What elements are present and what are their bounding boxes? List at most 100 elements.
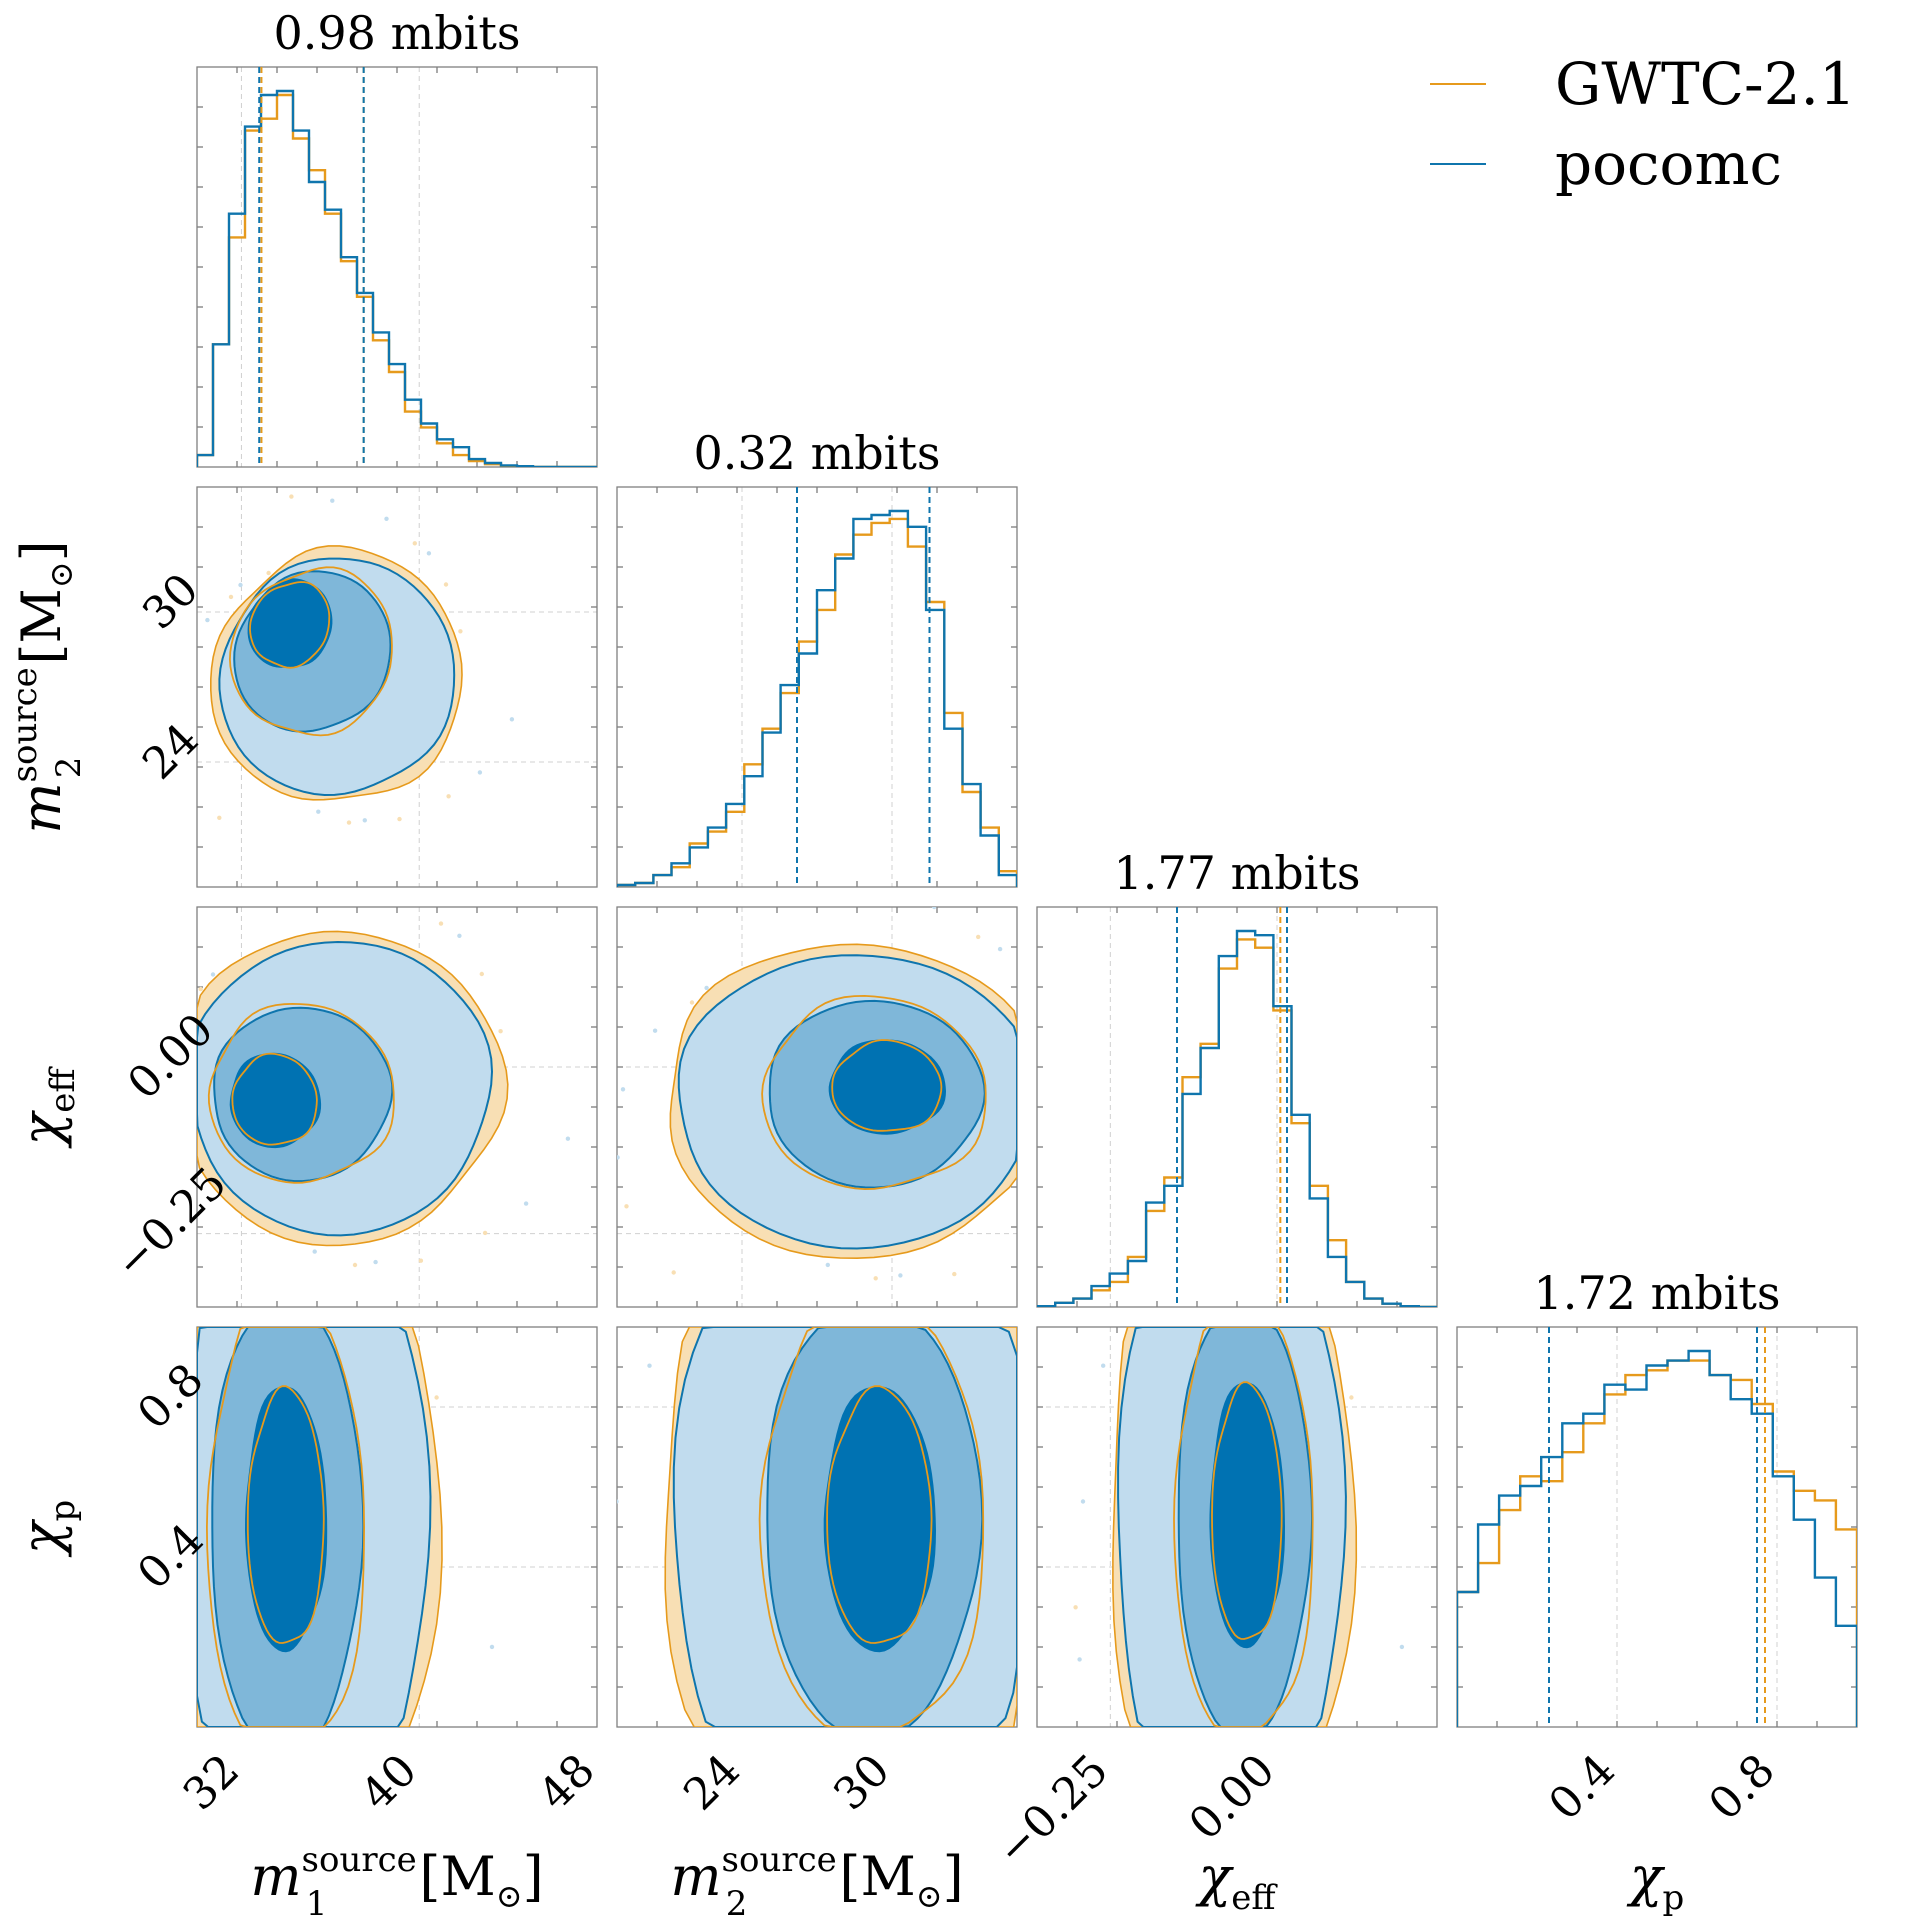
scatter-point (1318, 1174, 1322, 1178)
contour-panel-chi_eff-chi_p (1036, 1146, 1438, 1867)
scatter-point (144, 1191, 148, 1195)
scatter-point (418, 1258, 424, 1263)
x-tick-label-chi_p: 0.4 (1539, 1745, 1625, 1831)
scatter-point (1304, 1146, 1308, 1150)
contour-panel-m1_source-chi_eff (136, 864, 598, 1308)
contour-gwtc-68 (228, 566, 393, 737)
title-sub: eff (43, 1066, 83, 1113)
scatter-point (1338, 1863, 1342, 1867)
panel-frame (1456, 1326, 1858, 1728)
scatter-point (316, 809, 321, 814)
scatter-point (647, 1363, 652, 1368)
scatter-point (1161, 1230, 1165, 1234)
scatter-point (187, 1298, 191, 1302)
scatter-point (136, 1142, 140, 1146)
scatter-point (455, 1795, 459, 1799)
scatter-point (177, 703, 181, 707)
scatter-point (1368, 1795, 1372, 1799)
y-tick-label-chi_eff: −0.25 (105, 1158, 236, 1289)
x-tick-label-m2_source: 24 (674, 1745, 750, 1821)
title-base: m (10, 782, 73, 833)
scatter-point (1047, 1042, 1051, 1046)
title-unit: [M (839, 1845, 915, 1908)
scatter-point (489, 1644, 495, 1650)
scatter-point (1043, 1081, 1047, 1085)
contour-panel-m1_source-chi_p (136, 1263, 598, 1845)
x-tick-label-chi_eff: 0.00 (1179, 1745, 1284, 1850)
histogram-gwtc-chi_p (1457, 1359, 1857, 1727)
scatter-point (671, 1270, 676, 1275)
contour-group (177, 494, 515, 825)
scatter-point (438, 921, 444, 926)
scatter-point (1080, 1499, 1086, 1504)
scatter-point (1124, 1298, 1128, 1302)
histogram-gwtc-m1_source (197, 93, 597, 467)
scatter-point (1049, 1525, 1053, 1529)
panel-frame (616, 486, 1018, 888)
scatter-point (609, 1657, 613, 1661)
scatter-point (898, 1273, 903, 1278)
scatter-point (620, 1087, 626, 1092)
scatter-point (277, 864, 281, 868)
scatter-point (784, 878, 788, 882)
scatter-point (446, 794, 451, 799)
scatter-point (618, 1770, 622, 1774)
title-sub: eff (1231, 1878, 1278, 1918)
contour-gwtc-68 (758, 1327, 985, 1727)
x-tick-label-m1_source: 32 (174, 1745, 250, 1821)
histogram-panel-chi_eff: 1.77 mbits (1036, 846, 1438, 1308)
title-base: m (250, 1845, 301, 1908)
scatter-point (652, 1028, 658, 1033)
title-sup: source (302, 1840, 417, 1880)
contour-gwtc-68 (761, 994, 987, 1191)
scatter-point (136, 1657, 140, 1661)
scatter-point (1029, 1263, 1033, 1267)
scatter-point (873, 1276, 878, 1281)
scatter-point (479, 971, 484, 977)
contour-gwtc-core (826, 1385, 933, 1644)
contour-panel-m2_source-chi_eff (616, 878, 1051, 1308)
scatter-point (419, 1263, 423, 1267)
scatter-point (241, 1841, 245, 1845)
scatter-point (289, 494, 294, 499)
title-sub: 1 (306, 1884, 328, 1921)
histogram-panel-chi_p: 1.72 mbits (1456, 1266, 1858, 1728)
x-tick-label-m1_source: 48 (529, 1745, 605, 1821)
x-tick-label-m1_source: 40 (351, 1745, 427, 1821)
title-sup: source (5, 667, 45, 782)
scatter-point (331, 869, 335, 873)
scatter-point (1134, 1264, 1138, 1268)
scatter-point (825, 1262, 830, 1268)
x-axis-title-m1_source: msource 1 [M⊙] (250, 1840, 543, 1921)
scatter-point (140, 1499, 144, 1503)
scatter-point (477, 770, 483, 775)
histogram-panel-m2_source: 0.32 mbits (616, 426, 1018, 888)
panel-title-m2_source: 0.32 mbits (694, 426, 941, 480)
title-unit-sub: ⊙ (42, 561, 80, 588)
scatter-point (1173, 1841, 1177, 1845)
scatter-point (346, 820, 352, 825)
scatter-point (689, 1000, 695, 1005)
scatter-point (312, 1249, 317, 1254)
scatter-point (330, 498, 335, 503)
contour-panel-m2_source-chi_p (602, 1263, 1053, 1774)
scatter-point (617, 1499, 619, 1504)
scatter-point (685, 1298, 689, 1302)
scatter-point (624, 1204, 629, 1209)
title-sub: 2 (49, 757, 89, 779)
scatter-point (373, 1259, 378, 1265)
scatter-point (228, 594, 234, 600)
scatter-point (602, 1605, 606, 1609)
histogram-gwtc-m2_source (617, 517, 1017, 887)
panel-frame (1036, 906, 1438, 1308)
scatter-point (458, 629, 463, 634)
contour-pocomc-core (244, 1386, 328, 1653)
legend-label-pocomc: pocomc (1555, 130, 1782, 198)
contour-gwtc-core (246, 1385, 325, 1644)
y-axis-title-chi_eff: χeff (10, 1066, 83, 1150)
scatter-point (142, 1770, 146, 1774)
scatter-point (1073, 1605, 1078, 1610)
legend: GWTC-2.1 pocomc (1430, 50, 1856, 198)
scatter-point (266, 570, 271, 576)
